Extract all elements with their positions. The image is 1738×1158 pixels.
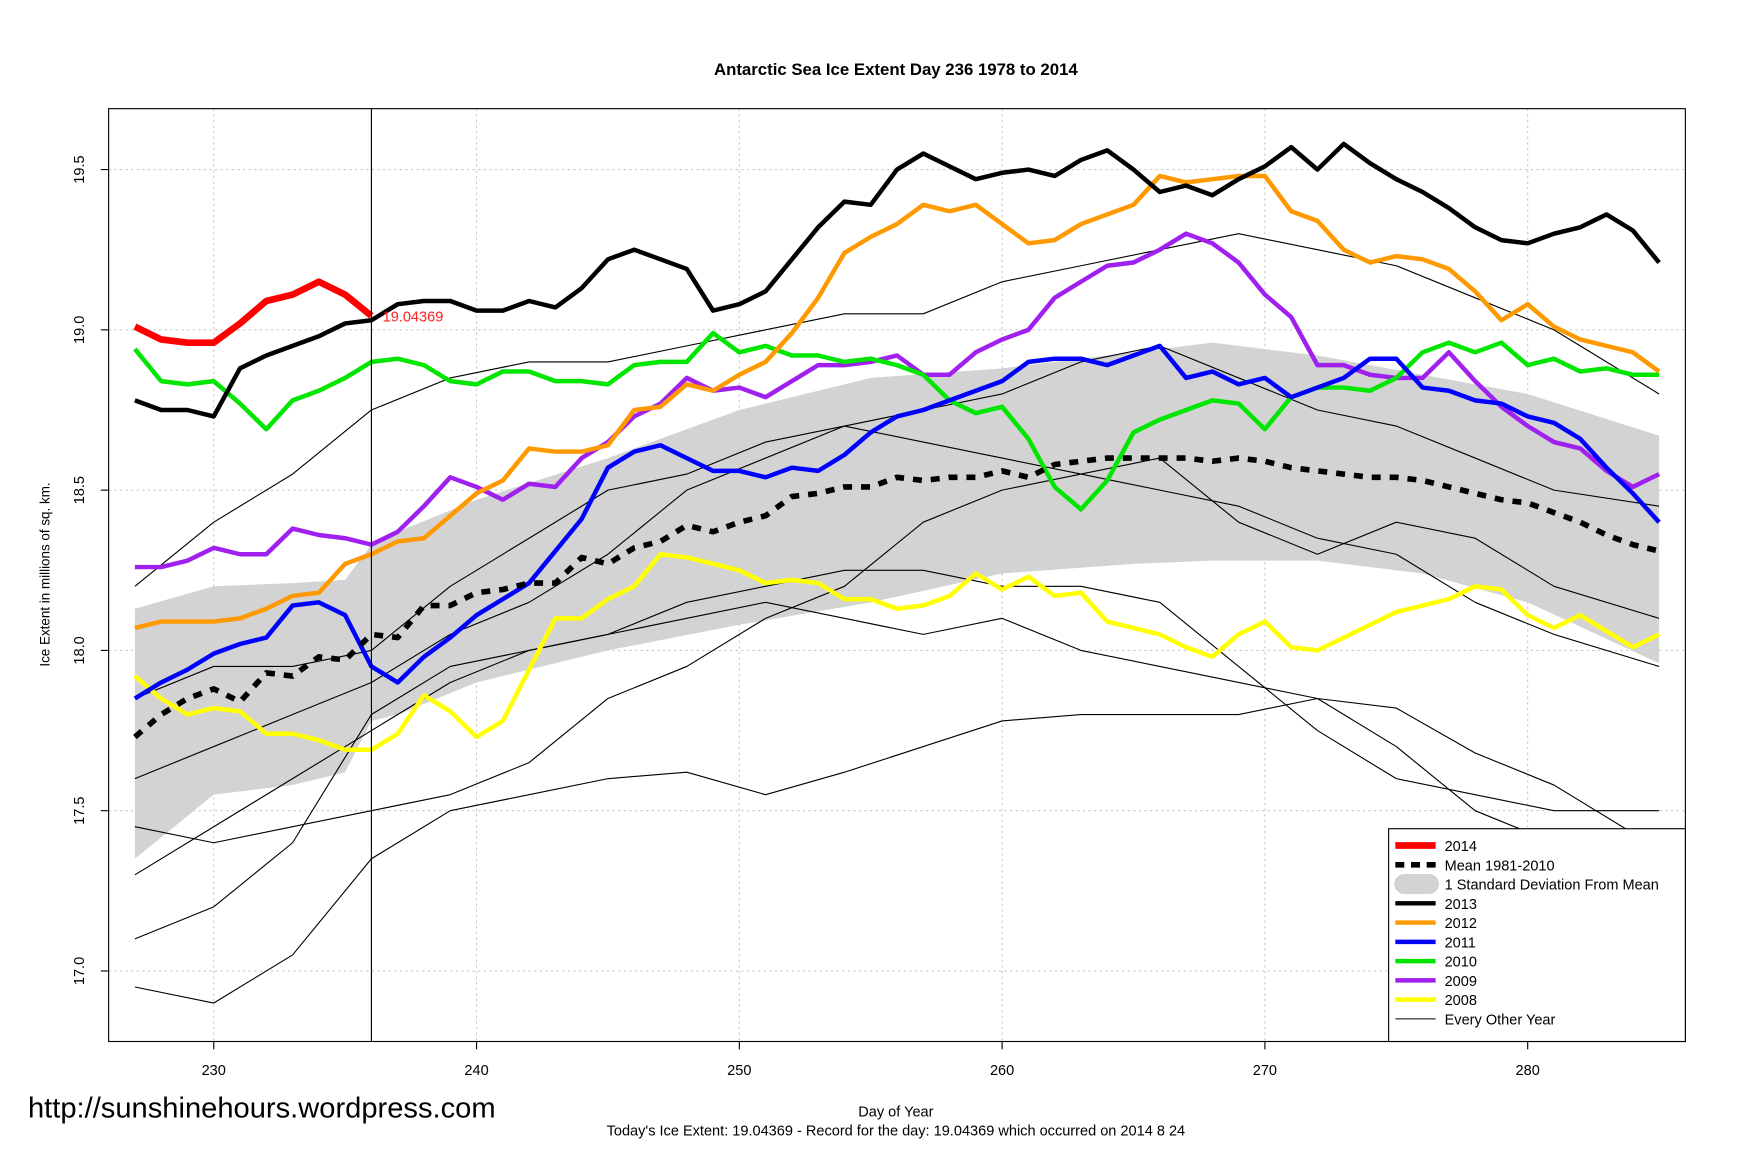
- y-axis-label: Ice Extent in millions of sq. km.: [37, 482, 52, 666]
- legend-label: 2014: [1445, 839, 1477, 855]
- thin-line: [134, 233, 1660, 587]
- series-line: [134, 173, 1661, 631]
- y-tick-label: 17.5: [72, 797, 88, 825]
- y-tick-label: 17.0: [72, 957, 88, 985]
- legend-label: 2009: [1445, 974, 1477, 990]
- legend-label: 2011: [1445, 935, 1476, 951]
- y-tick-label: 18.0: [72, 636, 88, 664]
- thin-line: [134, 569, 1660, 940]
- legend-label: 2012: [1445, 916, 1477, 932]
- legend-label: 1 Standard Deviation From Mean: [1445, 878, 1659, 894]
- thin-line: [134, 425, 1660, 700]
- x-tick-label: 240: [464, 1063, 488, 1079]
- legend-label: 2010: [1445, 955, 1477, 971]
- thin-line: [134, 697, 1660, 1004]
- thin-line: [134, 601, 1660, 876]
- footer: Today's Ice Extent: 19.04369 - Record fo…: [607, 1124, 1186, 1140]
- x-tick-label: 260: [990, 1063, 1014, 1079]
- x-axis-label: Day of Year: [858, 1105, 933, 1121]
- legend-label: Every Other Year: [1445, 1012, 1556, 1028]
- x-tick-label: 250: [727, 1063, 751, 1079]
- x-tick-label: 270: [1253, 1063, 1277, 1079]
- y-tick-label: 18.5: [72, 476, 88, 504]
- annotation: 19.04369: [383, 309, 444, 325]
- x-tick-label: 280: [1516, 1063, 1540, 1079]
- plot-frame: [108, 108, 1686, 1043]
- series-line: [134, 231, 1661, 570]
- y-tick-label: 19.5: [72, 155, 88, 183]
- legend-label: 2008: [1445, 993, 1477, 1009]
- legend-label: 2013: [1445, 897, 1477, 913]
- series-line: [133, 343, 1661, 701]
- series-line: [133, 278, 374, 347]
- sd-band: [134, 342, 1660, 859]
- legend-box: [1388, 828, 1686, 1043]
- series-line: [133, 552, 1661, 753]
- x-tick-label: 230: [202, 1063, 226, 1079]
- legend-label: Mean 1981-2010: [1445, 858, 1555, 874]
- thin-line: [134, 457, 1660, 844]
- series-line: [134, 141, 1661, 419]
- chart-title: Antarctic Sea Ice Extent Day 236 1978 to…: [714, 60, 1078, 79]
- y-tick-label: 19.0: [72, 316, 88, 344]
- watermark: http://sunshinehours.wordpress.com: [28, 1093, 496, 1125]
- legend-swatch: [1394, 873, 1440, 895]
- series-line: [133, 455, 1660, 740]
